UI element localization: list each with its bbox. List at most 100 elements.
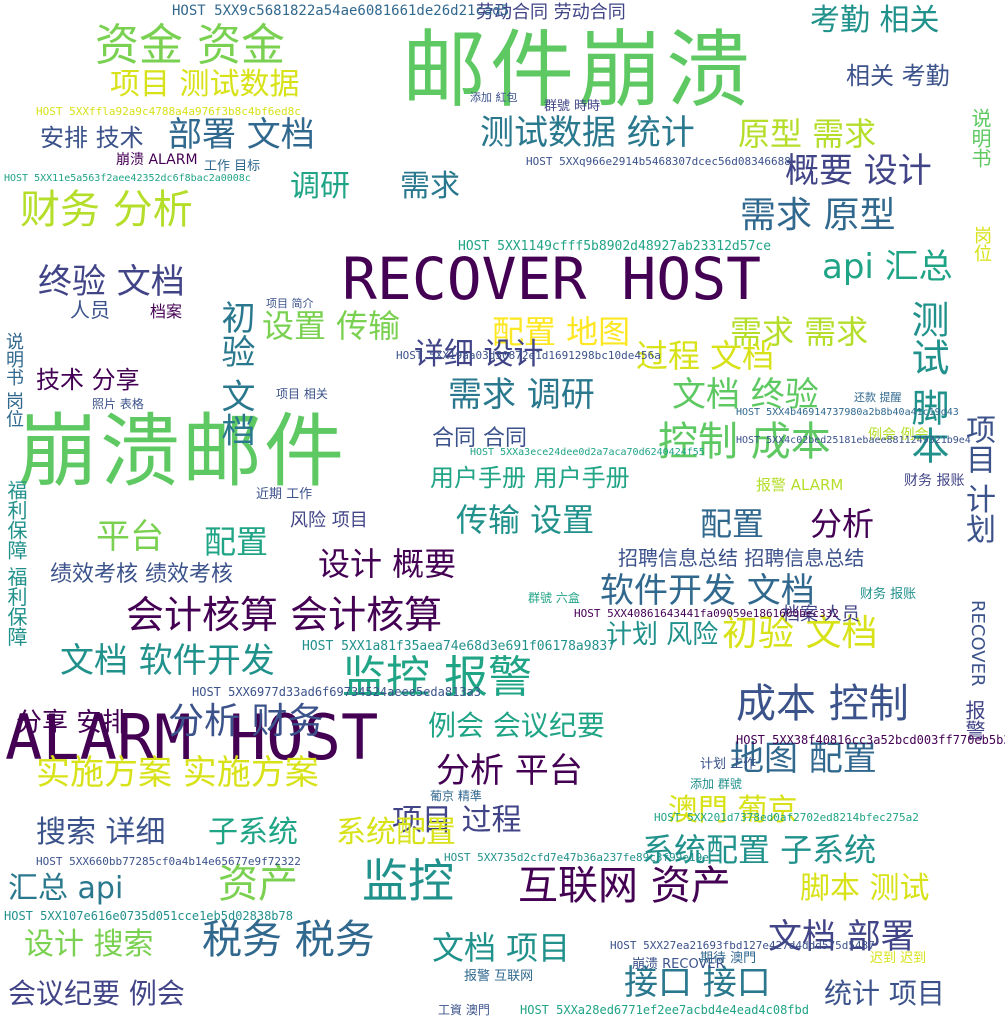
word-analysis-finance: 分析 财务 bbox=[168, 701, 324, 742]
word-regular: 例会 例会 bbox=[868, 427, 929, 443]
word-recover-host: RECOVER HOST bbox=[342, 245, 762, 313]
host-label: HOST 5XXa28ed6771ef2ee7acbd4e4ead4c08fbd bbox=[520, 1003, 809, 1017]
word-payroll-macau: 工資 澳門 bbox=[438, 1003, 490, 1017]
word-crash-recover: 崩溃 RECOVER bbox=[632, 957, 725, 972]
word-alarm-report: 报警 ALARM bbox=[756, 476, 844, 494]
word-config: 配置 bbox=[700, 505, 765, 543]
word-welfare-vertical: 福利保障 福利保障 bbox=[4, 480, 28, 647]
word-project-process: 项目 过程 bbox=[392, 803, 522, 838]
word-tax: 税务 税务 bbox=[202, 917, 375, 963]
word-work-goal: 工作 目标 bbox=[204, 159, 261, 174]
word-req-small: 需求 bbox=[400, 169, 460, 204]
word-add-group: 添加 群號 bbox=[690, 777, 742, 791]
word-doc-software: 文档 软件开发 bbox=[60, 641, 275, 681]
word-recover-vertical: RECOVER bbox=[967, 600, 988, 687]
word-report-vertical: 报警 bbox=[962, 700, 986, 740]
host-label: HOST 5XXq966e2914b5468307dcec56d08346688 bbox=[526, 155, 791, 168]
word-settings-transfer: 设置 传输 bbox=[262, 307, 401, 345]
word-testdata-stats: 测试数据 统计 bbox=[480, 113, 695, 153]
word-research: 调研 bbox=[290, 169, 350, 204]
word-group-time: 群號 時時 bbox=[544, 99, 601, 114]
word-control-cost: 控制 成本 bbox=[658, 419, 831, 465]
word-config2: 配置 bbox=[204, 523, 269, 561]
word-project-plan-vertical: 项目 计划 bbox=[960, 414, 995, 544]
host-label: HOST 5XXa3ece24dee0d2a7aca70d6240424f55 bbox=[470, 447, 705, 458]
host-label: HOST 5XX1a81f35aea74e68d3e691f06178a9837 bbox=[302, 639, 616, 654]
word-meeting2: 会议纪要 例会 bbox=[8, 977, 185, 1010]
word-recent-work: 近期 工作 bbox=[256, 487, 313, 502]
host-label: HOST 5XX201d7378ed0af2702ed8214bfec275a2 bbox=[654, 811, 919, 824]
word-perf: 绩效考核 绩效考核 bbox=[50, 562, 233, 587]
word-project-related: 项目 相关 bbox=[276, 387, 328, 401]
host-label: HOST 5XX660bb77285cf0a4b14e65677e9f72322 bbox=[36, 855, 301, 868]
word-finance-small: 财务 报账 bbox=[860, 587, 917, 602]
word-api-summary: api 汇总 bbox=[822, 247, 953, 287]
word-req-req: 需求 需求 bbox=[730, 313, 869, 351]
word-funds: 资金 资金 bbox=[95, 20, 285, 71]
word-mail-crash-top: 邮件崩溃 bbox=[402, 21, 755, 119]
word-analysis: 分析 bbox=[810, 505, 875, 543]
word-proto-req: 原型 需求 bbox=[738, 115, 877, 153]
word-assets: 资产 bbox=[218, 861, 298, 907]
word-meeting: 例会 会议纪要 bbox=[428, 709, 605, 742]
word-archive: 档案 bbox=[150, 302, 183, 321]
word-risk-project: 风险 项目 bbox=[290, 510, 368, 531]
word-internet-assets: 互联网 资产 bbox=[518, 863, 731, 909]
host-label: HOST 5XX6977d33ad6f69734524aeee5eda813a3 bbox=[192, 685, 481, 699]
word-post-vertical: 岗位 bbox=[971, 226, 992, 262]
host-label: HOST 5XX40861643441fa09059e1861600bec332 bbox=[574, 607, 839, 620]
host-label: HOST 5XX9c5681822a54ae6081661de26d21cad5 bbox=[172, 3, 510, 19]
host-label: HOST 5XX19aa03d50872e1d1691298bc10de456a bbox=[396, 349, 661, 362]
word-project-intro: 项目 简介 bbox=[266, 297, 314, 310]
word-cost-control: 成本 控制 bbox=[736, 681, 909, 727]
word-staff: 人员 bbox=[70, 298, 110, 322]
word-search-detail: 搜索 详细 bbox=[36, 815, 166, 850]
word-software-doc: 软件开发 文档 bbox=[600, 571, 815, 611]
word-design-search: 设计 搜索 bbox=[24, 927, 154, 962]
host-label: HOST 5XX11e5a563f2aee42352dc6f8bac2a0008… bbox=[4, 173, 251, 184]
word-group-six: 群號 六盒 bbox=[528, 591, 580, 605]
word-impl-plan: 实施方案 实施方案 bbox=[36, 753, 319, 793]
word-initial-vertical: 初验 文档 bbox=[215, 300, 255, 447]
word-test-vertical: 测试 脚本 bbox=[905, 300, 949, 465]
host-label: HOST 5XX38f40816cc3a52bcd003ff770eb5b310… bbox=[736, 733, 1005, 747]
word-monitor: 监控 bbox=[362, 854, 454, 908]
word-script-test: 脚本 测试 bbox=[800, 871, 930, 906]
word-photo-table: 照片 表格 bbox=[92, 397, 144, 411]
word-final-doc: 终验 文档 bbox=[38, 262, 185, 302]
word-transfer-settings: 传输 设置 bbox=[456, 501, 595, 539]
word-crash-mail-mid: 崩溃邮件 bbox=[18, 405, 346, 498]
word-doc-project: 文档 项目 bbox=[432, 929, 571, 967]
word-platform: 平台 bbox=[96, 517, 164, 557]
host-label: HOST 5XX1149cfff5b8902d48927ab23312d57ce bbox=[458, 239, 772, 254]
word-related-att: 相关 考勤 bbox=[846, 62, 950, 90]
word-summary-api: 汇总 api bbox=[8, 871, 124, 906]
word-process-doc: 过程 文档 bbox=[636, 337, 775, 375]
word-design-overview: 设计 概要 bbox=[318, 545, 457, 583]
word-attendance: 考勤 相关 bbox=[810, 3, 940, 38]
word-macau-nanjing: 澳門 葡京 bbox=[668, 793, 798, 828]
word-interface: 接口 接口 bbox=[624, 963, 771, 1003]
word-arrange-tech: 安排 技术 bbox=[40, 124, 144, 152]
word-plan-work: 计划 工作 bbox=[700, 757, 757, 772]
word-finance-analysis: 财务 分析 bbox=[20, 187, 193, 233]
word-add-red: 添加 紅包 bbox=[470, 91, 518, 104]
word-config-map: 配置 地图 bbox=[492, 313, 631, 351]
word-accounting: 会计核算 会计核算 bbox=[126, 593, 443, 637]
word-manual-vertical: 说明书 bbox=[968, 108, 992, 168]
word-expect-macau: 期待 澳門 bbox=[700, 951, 757, 966]
host-label: HOST 5XX107e616e0735d051cce1eb5d02838b78 bbox=[4, 909, 293, 923]
word-map-config: 地图 配置 bbox=[730, 739, 877, 779]
host-label: HOST 5XX4c02bed25181ebaee8811249321b9e4 bbox=[736, 435, 971, 446]
word-overview-design: 概要 设计 bbox=[785, 151, 932, 191]
word-doc-deploy: 文档 部署 bbox=[768, 917, 915, 957]
word-user-manual: 用户手册 用户手册 bbox=[430, 464, 630, 492]
word-subsystem: 子系统 bbox=[208, 815, 298, 850]
word-initial-doc: 初验 文档 bbox=[722, 613, 878, 654]
host-label: HOST 5XX735d2cfd7e47b36a237fe89c3f99e19e bbox=[444, 851, 709, 864]
word-nanjing-precise: 葡京 精準 bbox=[430, 789, 482, 803]
word-plan-risk: 计划 风险 bbox=[606, 620, 719, 650]
host-label: HOST 5XXffla92a9c4788a4a976f3b8c4bf6ed8c bbox=[36, 105, 301, 118]
host-label: HOST 5XX4b46914737980a2b8b40a41c19d43 bbox=[736, 407, 959, 418]
